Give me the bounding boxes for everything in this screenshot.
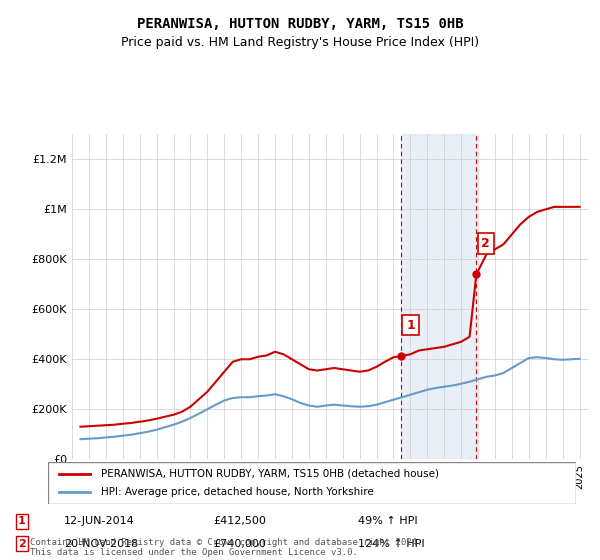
Text: PERANWISA, HUTTON RUDBY, YARM, TS15 0HB: PERANWISA, HUTTON RUDBY, YARM, TS15 0HB (137, 17, 463, 31)
FancyBboxPatch shape (48, 462, 576, 504)
Text: 20-NOV-2018: 20-NOV-2018 (64, 539, 138, 549)
Text: £412,500: £412,500 (214, 516, 266, 526)
Text: Price paid vs. HM Land Registry's House Price Index (HPI): Price paid vs. HM Land Registry's House … (121, 36, 479, 49)
Text: 49% ↑ HPI: 49% ↑ HPI (358, 516, 417, 526)
Text: 2: 2 (18, 539, 26, 549)
Text: 12-JUN-2014: 12-JUN-2014 (64, 516, 134, 526)
Text: 1: 1 (406, 319, 415, 332)
Text: HPI: Average price, detached house, North Yorkshire: HPI: Average price, detached house, Nort… (101, 487, 374, 497)
Text: £740,000: £740,000 (214, 539, 266, 549)
Text: Contains HM Land Registry data © Crown copyright and database right 2024.
This d: Contains HM Land Registry data © Crown c… (30, 538, 422, 557)
Text: 2: 2 (481, 237, 490, 250)
Text: PERANWISA, HUTTON RUDBY, YARM, TS15 0HB (detached house): PERANWISA, HUTTON RUDBY, YARM, TS15 0HB … (101, 469, 439, 479)
Bar (401, 134, 476, 459)
Text: 124% ↑ HPI: 124% ↑ HPI (358, 539, 424, 549)
Text: 1: 1 (18, 516, 26, 526)
